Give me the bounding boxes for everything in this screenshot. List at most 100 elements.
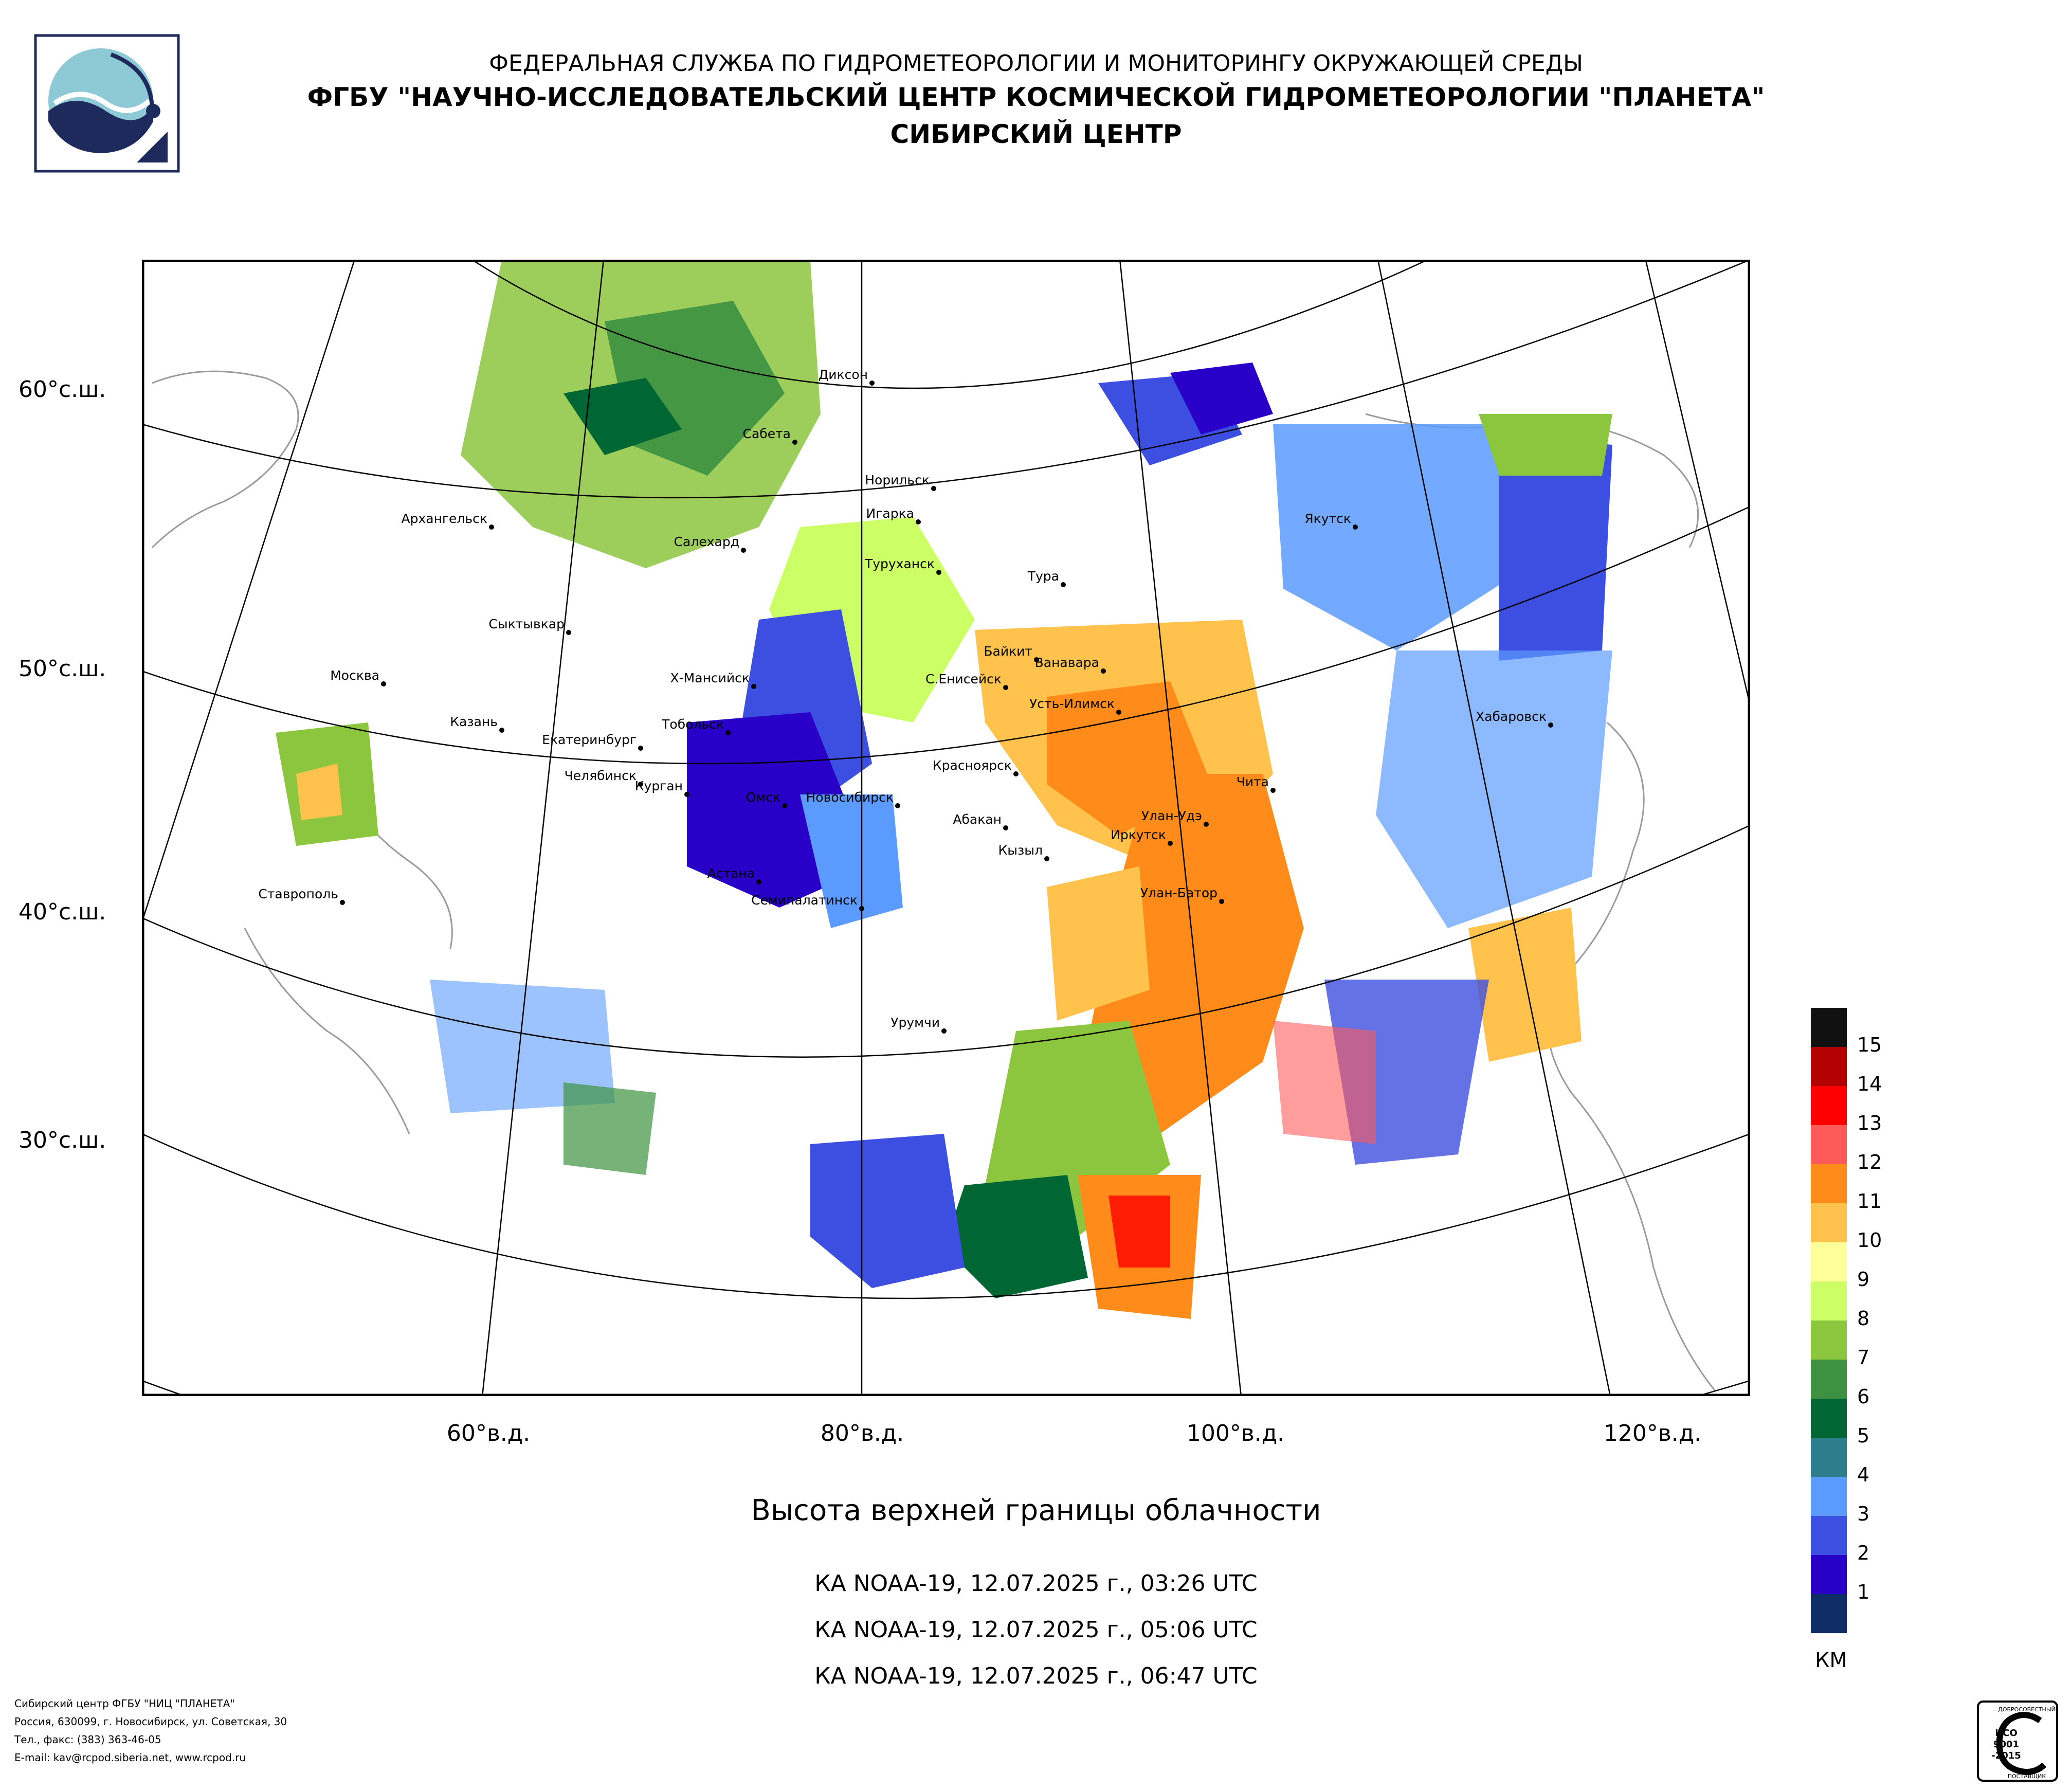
city-label: Норильск (865, 473, 930, 487)
legend-swatch (1811, 1125, 1847, 1164)
legend-unit: КМ (1815, 1649, 1847, 1672)
legend-swatch (1811, 1086, 1847, 1125)
city-label: Кызыл (998, 843, 1043, 858)
legend-swatch (1811, 1281, 1847, 1320)
legend-label: 14 (1857, 1073, 1882, 1095)
lat-label-30: 30°с.ш. (19, 1127, 106, 1153)
city-label: Якутск (1304, 511, 1351, 526)
city-dot (1168, 841, 1173, 846)
city-label: Сыктывкар (488, 617, 565, 631)
city-dot (1270, 788, 1276, 793)
legend-swatch (1811, 1555, 1847, 1594)
legend-label: 7 (1857, 1346, 1870, 1369)
satellite-pass-1: КА NOAA-19, 12.07.2025 г., 03:26 UTC (814, 1570, 1258, 1597)
city-dot (936, 570, 941, 575)
city-dot (499, 728, 504, 733)
city-label: Абакан (953, 812, 1002, 827)
legend-swatch (1811, 1164, 1847, 1203)
city-dot (725, 730, 731, 735)
city-label: Омск (746, 790, 780, 805)
city-label: Сабета (743, 426, 791, 441)
legend-swatch (1811, 1320, 1847, 1360)
city-label: Салехард (674, 534, 739, 549)
city-label: Москва (330, 668, 379, 683)
legend-label: 11 (1857, 1190, 1882, 1213)
lon-label-100: 100°в.д. (1186, 1420, 1285, 1446)
city-dot (1353, 524, 1358, 530)
footer-phone: Тел., факс: (383) 363-46-05 (14, 1733, 161, 1746)
city-dot (684, 792, 689, 797)
city-label: Чита (1237, 774, 1269, 789)
legend-swatch (1811, 1399, 1847, 1438)
legend-label: 3 (1857, 1503, 1870, 1525)
city-label: Иркутск (1111, 827, 1166, 842)
city-label: Курган (635, 779, 683, 793)
city-label: Диксон (819, 367, 868, 382)
footer-org: Сибирский центр ФГБУ "НИЦ "ПЛАНЕТА" (14, 1697, 235, 1710)
legend-swatch (1811, 1360, 1847, 1399)
cert-2015: -2015 (1991, 1750, 2021, 1761)
legend-label: 6 (1857, 1385, 1870, 1408)
cloud-patches (276, 260, 1612, 1319)
city-dot (741, 548, 746, 553)
city-label: Тура (1027, 569, 1059, 584)
legend-swatch (1811, 1516, 1847, 1555)
city-label: Ванавара (1035, 655, 1099, 670)
header-agency: ФЕДЕРАЛЬНАЯ СЛУЖБА ПО ГИДРОМЕТЕОРОЛОГИИ … (489, 50, 1583, 77)
city-label: Екатеринбург (542, 732, 637, 747)
cert-9001: 9001 (1993, 1739, 2019, 1750)
city-label: Красноярск (933, 758, 1012, 773)
city-dot (792, 440, 797, 445)
city-dot (638, 746, 643, 751)
city-dot (895, 803, 900, 808)
cert-top-text: ДОБРОСОВЕСТНЫЙ (1998, 1706, 2056, 1713)
legend-label: 1 (1857, 1581, 1870, 1603)
cert-bottom-text: ПОСТАВЩИК (2008, 1773, 2046, 1780)
city-dot (638, 782, 643, 787)
city-dot (869, 381, 875, 386)
city-dot (931, 486, 936, 491)
city-label: Ставрополь (258, 887, 338, 901)
city-dot (1548, 722, 1553, 728)
city-dot (1101, 668, 1106, 674)
city-dot (1034, 657, 1039, 662)
city-label: Казань (450, 714, 498, 729)
city-label: Семипалатинск (751, 893, 858, 908)
city-label: Челябинск (565, 768, 637, 783)
map-subtitle: Высота верхней границы облачности (751, 1494, 1321, 1527)
city-label: Байкит (984, 644, 1032, 659)
legend-swatch (1811, 1008, 1847, 1047)
city-dot (566, 630, 571, 635)
legend-swatch (1811, 1047, 1847, 1086)
legend-swatch (1811, 1594, 1847, 1633)
city-markers: Диксон Сабета Норильск Игарка Архангельск Сал… (258, 367, 1553, 1034)
legend-swatch (1811, 1477, 1847, 1516)
city-dot (1204, 822, 1209, 827)
satellite-pass-2: КА NOAA-19, 12.07.2025 г., 05:06 UTC (814, 1617, 1258, 1643)
city-dot (756, 879, 761, 884)
header-center: СИБИРСКИЙ ЦЕНТР (890, 119, 1182, 149)
city-label: Новосибирск (806, 790, 894, 805)
city-dot (381, 681, 386, 686)
legend-label: 10 (1857, 1229, 1882, 1252)
legend-label: 12 (1857, 1151, 1882, 1173)
city-label: Игарка (866, 506, 914, 521)
iso-certificate-badge: ДОБРОСОВЕСТНЫЙ ИСО 9001 -2015 ПОСТАВЩИК (1977, 1700, 2058, 1782)
city-label: Туруханск (864, 556, 935, 571)
height-legend (1811, 1008, 1847, 1633)
city-label: Астана (707, 866, 755, 881)
city-dot (1003, 685, 1008, 690)
legend-label: 8 (1857, 1307, 1870, 1330)
city-dot (1044, 856, 1049, 861)
city-dot (859, 906, 864, 911)
lat-label-40: 40°с.ш. (19, 899, 106, 925)
legend-swatch (1811, 1242, 1847, 1281)
city-label: Улан-Батор (1140, 885, 1217, 900)
legend-label: 9 (1857, 1268, 1870, 1291)
city-label: Архангельск (401, 511, 487, 526)
legend-label: 15 (1857, 1034, 1882, 1056)
city-label: Улан-Удэ (1141, 808, 1202, 823)
lon-label-60: 60°в.д. (446, 1420, 531, 1446)
city-label: Тобольск (661, 717, 724, 732)
planeta-logo (34, 34, 180, 173)
